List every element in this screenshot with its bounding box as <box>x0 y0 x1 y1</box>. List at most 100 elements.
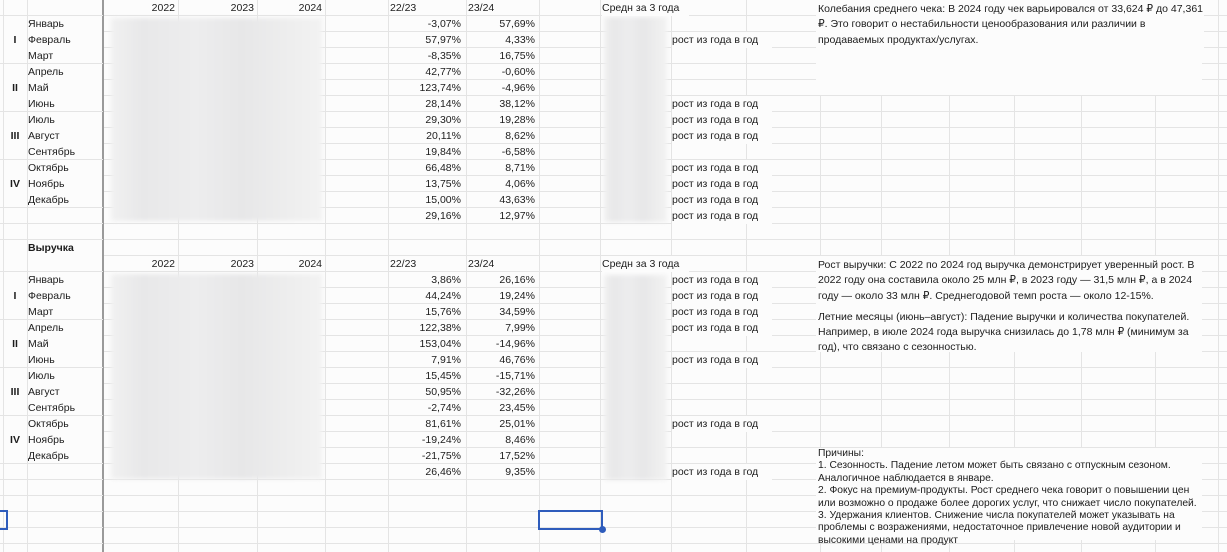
pct-23-24-cell[interactable]: 25,01% <box>499 418 535 430</box>
month-cell[interactable]: Декабрь <box>28 450 69 462</box>
month-cell[interactable]: Октябрь <box>28 162 69 174</box>
pct-23-24-cell[interactable]: -0,60% <box>501 66 535 78</box>
note-paragraph[interactable]: Летние месяцы (июнь–август): Падение выр… <box>818 310 1190 354</box>
month-cell[interactable]: Февраль <box>28 34 71 46</box>
fill-handle[interactable] <box>599 526 606 533</box>
month-cell[interactable]: Сентябрь <box>28 402 76 414</box>
pct-23-24-cell[interactable]: -14,96% <box>495 338 535 350</box>
growth-note-cell[interactable]: рост из года в год <box>672 304 773 320</box>
pct-23-24-cell[interactable]: -15,71% <box>495 370 535 382</box>
year-header-2024[interactable]: 2024 <box>298 2 322 14</box>
quarter-label[interactable]: I <box>13 290 17 302</box>
pct-22-23-cell[interactable]: -3,07% <box>427 18 461 30</box>
avg-3-years-header[interactable]: Средн за 3 года <box>602 256 690 272</box>
pct-23-24-cell[interactable]: 17,52% <box>499 450 535 462</box>
pct-23-24-cell[interactable]: 12,97% <box>499 210 535 222</box>
growth-note-cell[interactable]: рост из года в год <box>672 96 773 112</box>
month-cell[interactable]: Октябрь <box>28 418 69 430</box>
pct-22-23-cell[interactable]: 28,14% <box>425 98 461 110</box>
ratio-header-23-24[interactable]: 23/24 <box>468 258 495 270</box>
pct-22-23-cell[interactable]: 122,38% <box>419 322 461 334</box>
month-cell[interactable]: Январь <box>28 18 64 30</box>
average-check-note[interactable]: Колебания среднего чека: В 2024 году чек… <box>818 2 1204 54</box>
growth-note-cell[interactable]: рост из года в год <box>672 192 773 208</box>
pct-23-24-cell[interactable]: 38,12% <box>499 98 535 110</box>
pct-22-23-cell[interactable]: 3,86% <box>431 274 461 286</box>
revenue-table-title[interactable]: Выручка <box>28 242 74 254</box>
year-header-2024[interactable]: 2024 <box>298 258 322 270</box>
pct-23-24-cell[interactable]: 43,63% <box>499 194 535 206</box>
pct-23-24-cell[interactable]: 23,45% <box>499 402 535 414</box>
pct-22-23-cell[interactable]: 7,91% <box>431 354 461 366</box>
pct-23-24-cell[interactable]: 8,46% <box>505 434 535 446</box>
month-cell[interactable]: Февраль <box>28 290 71 302</box>
pct-22-23-cell[interactable]: 13,75% <box>425 178 461 190</box>
pct-22-23-cell[interactable]: 153,04% <box>419 338 461 350</box>
pct-23-24-cell[interactable]: 7,99% <box>505 322 535 334</box>
pct-22-23-cell[interactable]: 57,97% <box>425 34 461 46</box>
redacted-average-data[interactable] <box>604 17 667 222</box>
month-cell[interactable]: Апрель <box>28 66 64 78</box>
note-paragraph[interactable]: 1. Сезонность. Падение летом может быть … <box>818 460 1171 484</box>
pct-22-23-cell[interactable]: 123,74% <box>419 82 461 94</box>
note-paragraph[interactable]: Колебания среднего чека: В 2024 году чек… <box>818 3 1203 46</box>
ratio-header-22-23[interactable]: 22/23 <box>390 258 417 270</box>
selected-cell[interactable] <box>538 510 606 533</box>
pct-23-24-cell[interactable]: 4,06% <box>505 178 535 190</box>
growth-note-cell[interactable]: рост из года в год <box>672 288 773 304</box>
month-cell[interactable]: Июнь <box>28 354 55 366</box>
revenue-note[interactable]: Рост выручки: С 2022 по 2024 год выручка… <box>818 258 1206 362</box>
growth-note-cell[interactable]: рост из года в год <box>672 176 773 192</box>
pct-22-23-cell[interactable]: -19,24% <box>421 434 461 446</box>
note-paragraph[interactable]: 2. Фокус на премиум-продукты. Рост средн… <box>818 485 1197 509</box>
pct-23-24-cell[interactable]: 8,71% <box>505 162 535 174</box>
redacted-average-data[interactable] <box>604 275 667 480</box>
growth-note-cell[interactable]: рост из года в год <box>672 208 773 224</box>
month-cell[interactable]: Июль <box>28 114 55 126</box>
pct-23-24-cell[interactable]: -6,58% <box>501 146 535 158</box>
month-cell[interactable]: Декабрь <box>28 194 69 206</box>
pct-22-23-cell[interactable]: 66,48% <box>425 162 461 174</box>
pct-23-24-cell[interactable]: 34,59% <box>499 306 535 318</box>
growth-note-cell[interactable]: рост из года в год <box>672 320 773 336</box>
pct-22-23-cell[interactable]: 20,11% <box>426 130 461 142</box>
growth-note-cell[interactable]: рост из года в год <box>672 128 773 144</box>
pct-22-23-cell[interactable]: 19,84% <box>425 146 461 158</box>
redacted-yearly-data[interactable] <box>111 18 322 221</box>
quarter-label[interactable]: II <box>12 338 18 350</box>
pct-22-23-cell[interactable]: 15,45% <box>425 370 461 382</box>
pct-22-23-cell[interactable]: 29,16% <box>425 210 461 222</box>
growth-note-cell[interactable]: рост из года в год <box>672 32 773 48</box>
month-cell[interactable]: Июль <box>28 370 55 382</box>
quarter-label[interactable]: II <box>12 82 18 94</box>
note-paragraph[interactable]: 3. Удержания клиентов. Снижение числа по… <box>818 510 1181 546</box>
redacted-yearly-data[interactable] <box>111 274 322 479</box>
month-cell[interactable]: Сентябрь <box>28 146 76 158</box>
growth-note-cell[interactable]: рост из года в год <box>672 272 773 288</box>
year-header-2023[interactable]: 2023 <box>230 2 254 14</box>
note-paragraph[interactable]: Рост выручки: С 2022 по 2024 год выручка… <box>818 259 1195 302</box>
month-cell[interactable]: Январь <box>28 274 64 286</box>
month-cell[interactable]: Март <box>28 306 54 318</box>
growth-note-cell[interactable]: рост из года в год <box>672 416 773 432</box>
month-cell[interactable]: Июнь <box>28 98 55 110</box>
pct-22-23-cell[interactable]: 50,95% <box>425 386 461 398</box>
note-paragraph[interactable]: Причины: <box>818 448 864 459</box>
month-cell[interactable]: Август <box>28 130 60 142</box>
quarter-label[interactable]: III <box>10 386 20 398</box>
pct-23-24-cell[interactable]: -32,26% <box>495 386 535 398</box>
pct-22-23-cell[interactable]: 81,61% <box>425 418 461 430</box>
pct-23-24-cell[interactable]: 4,33% <box>505 34 535 46</box>
pct-22-23-cell[interactable]: -8,35% <box>427 50 461 62</box>
avg-3-years-header[interactable]: Средн за 3 года <box>602 0 690 16</box>
year-header-2022[interactable]: 2022 <box>151 258 175 270</box>
pct-22-23-cell[interactable]: 44,24% <box>425 290 461 302</box>
growth-note-cell[interactable]: рост из года в год <box>672 464 773 480</box>
pct-23-24-cell[interactable]: 19,28% <box>499 114 535 126</box>
pct-22-23-cell[interactable]: 15,00% <box>425 194 461 206</box>
growth-note-cell[interactable]: рост из года в год <box>672 352 773 368</box>
month-cell[interactable]: Август <box>28 386 60 398</box>
quarter-label[interactable]: III <box>10 130 20 142</box>
ratio-header-22-23[interactable]: 22/23 <box>390 2 417 14</box>
quarter-label[interactable]: IV <box>10 178 20 190</box>
